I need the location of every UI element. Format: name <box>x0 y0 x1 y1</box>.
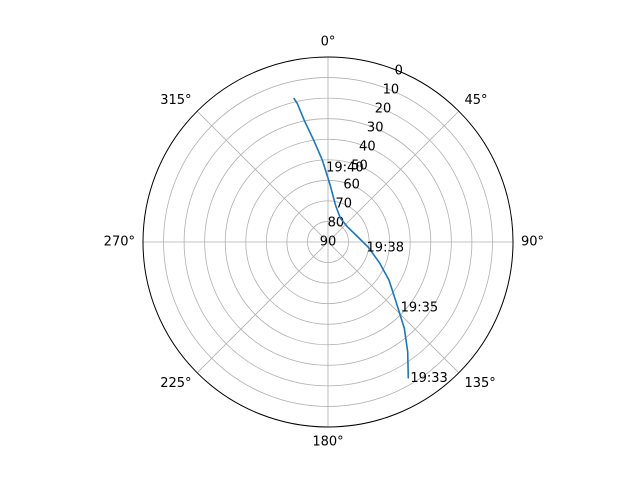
angular-tick-label: 0° <box>321 35 336 50</box>
radial-tick-label: 10 <box>383 83 400 98</box>
radial-tick-label: 70 <box>335 197 352 212</box>
series-line <box>293 97 410 379</box>
radial-tick-label: 0 <box>395 64 403 79</box>
angular-tick-labels: 0° 45° 90° 135° 180° 225° 270° 315° <box>104 35 544 450</box>
time-annotation: 19:40 <box>326 161 363 176</box>
radial-tick-label: 50 <box>351 159 368 174</box>
radial-tick-label: 90 <box>320 235 337 250</box>
angular-tick-label: 135° <box>464 376 495 391</box>
radial-tick-label: 80 <box>328 216 345 231</box>
time-annotation: 19:38 <box>367 240 404 255</box>
series-layer <box>293 97 410 379</box>
polar-frame <box>142 56 514 428</box>
angular-tick-label: 45° <box>464 93 487 108</box>
angular-tick-label: 315° <box>160 93 191 108</box>
radial-tick-label: 60 <box>343 178 360 193</box>
grid-layer <box>143 57 513 427</box>
radial-tick-labels: 0 10 20 30 40 50 60 70 80 90 <box>320 64 403 250</box>
time-annotation: 19:33 <box>410 371 447 386</box>
angular-tick-label: 180° <box>312 435 343 450</box>
angular-tick-label: 225° <box>160 376 191 391</box>
time-annotation: 19:35 <box>401 300 438 315</box>
angular-tick-label: 270° <box>104 235 135 250</box>
angular-gridline <box>327 241 460 374</box>
radial-tick-label: 40 <box>359 140 376 155</box>
radial-tick-label: 30 <box>367 121 384 136</box>
radial-tick-label: 20 <box>375 102 392 117</box>
angular-gridline <box>327 110 460 243</box>
angular-tick-label: 90° <box>521 235 544 250</box>
angular-gridline <box>196 110 329 243</box>
angular-gridline <box>196 241 329 374</box>
annotation-layer: 19:33 19:35 19:38 19:40 <box>326 161 448 386</box>
